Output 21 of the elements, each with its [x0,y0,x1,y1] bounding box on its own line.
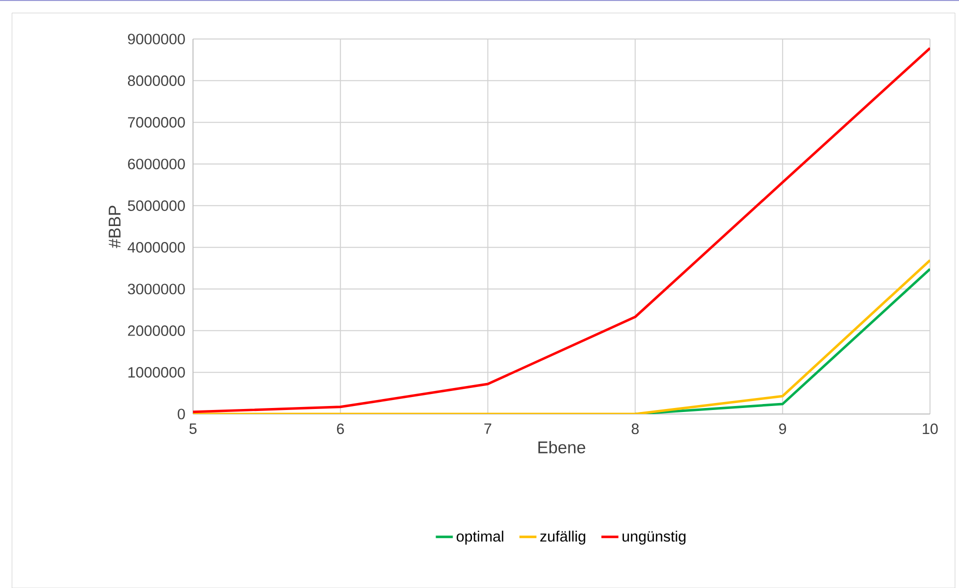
x-tick-label: 9 [779,424,786,434]
x-tick-label: 7 [484,424,492,434]
x-tick-label: 6 [337,424,344,434]
y-tick-label: 4000000 [128,242,185,253]
legend-label: ungünstig [622,530,686,545]
legend-label: zufällig [540,530,586,545]
y-axis-title: #BBP [108,206,120,248]
y-tick-label: 7000000 [128,117,185,128]
y-tick-label: 9000000 [128,34,185,44]
legend-label: optimal [456,530,504,545]
y-tick-label: 6000000 [128,158,185,170]
x-axis-title: Ebene [538,440,586,454]
y-tick-label: 3000000 [128,284,185,294]
x-tick-label: 5 [189,424,197,434]
y-tick-label: 5000000 [128,200,185,211]
y-tick-label: 2000000 [128,325,185,336]
y-tick-label: 0 [178,408,185,420]
y-tick-label: 1000000 [128,367,185,378]
y-tick-label: 8000000 [128,75,185,86]
x-tick-label: 10 [922,424,938,434]
x-tick-label: 8 [632,424,639,434]
